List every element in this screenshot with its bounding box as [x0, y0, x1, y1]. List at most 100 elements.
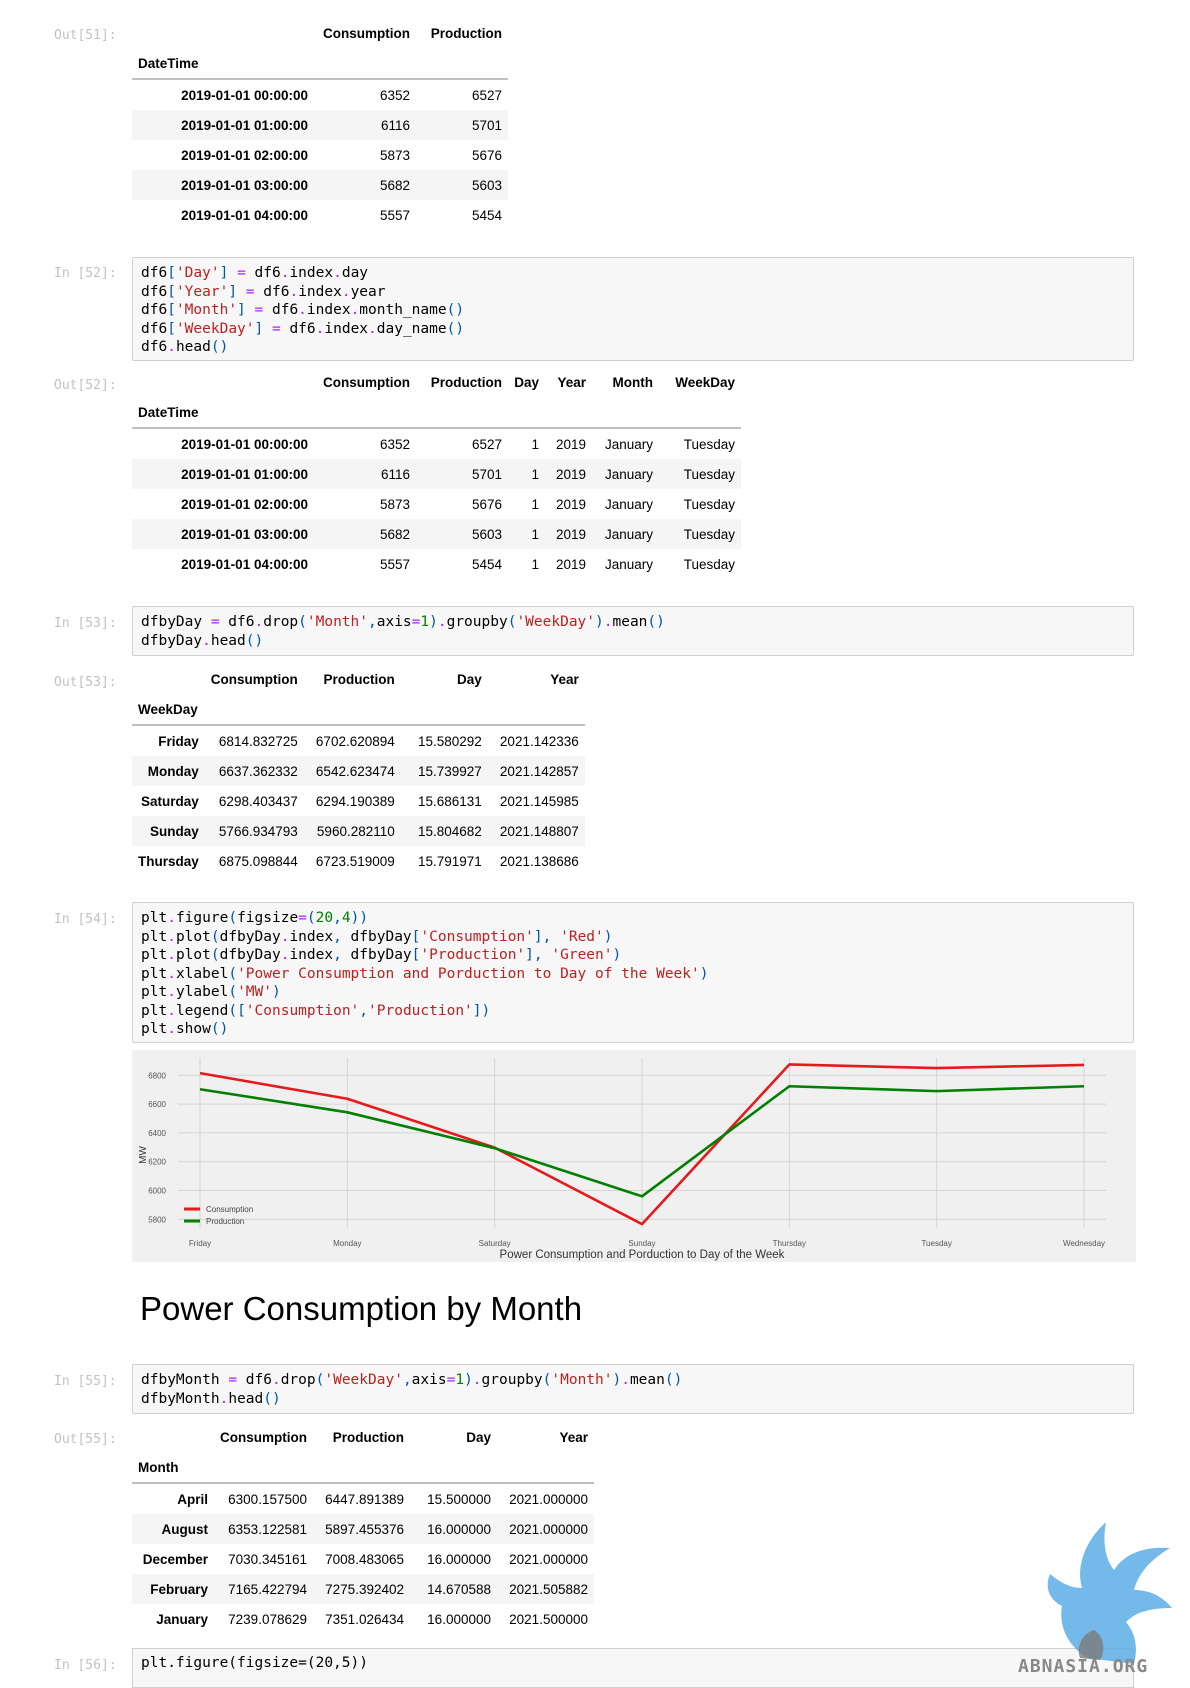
row-index: Thursday [132, 846, 205, 876]
input-prompt: In [54]: [54, 912, 130, 927]
row-index: 2019-01-01 00:00:00 [132, 428, 314, 459]
row-index: December [132, 1544, 214, 1574]
column-header: Production [313, 1422, 410, 1452]
x-tick-label: Wednesday [1063, 1239, 1105, 1248]
row-index: Sunday [132, 816, 205, 846]
output-prompt: Out[53]: [54, 675, 130, 690]
table-cell: 7275.392402 [313, 1574, 410, 1604]
table-cell: 5603 [416, 519, 508, 549]
table-cell: 15.804682 [401, 816, 488, 846]
table-cell: 16.000000 [410, 1544, 497, 1574]
row-index: August [132, 1514, 214, 1544]
column-header: Consumption [314, 18, 416, 48]
table-cell: 6294.190389 [304, 786, 401, 816]
y-tick-label: 6400 [148, 1129, 166, 1138]
table-cell: 2021.142857 [488, 756, 585, 786]
table-cell: Tuesday [659, 519, 741, 549]
output-prompt: Out[51]: [54, 28, 130, 43]
header-blank [132, 18, 314, 48]
y-tick-label: 6800 [148, 1071, 166, 1080]
table-cell: 5701 [416, 459, 508, 489]
table-cell: 1 [508, 489, 545, 519]
table-cell: 2021.142336 [488, 725, 585, 756]
header-blank [132, 664, 205, 694]
row-index: April [132, 1483, 214, 1514]
table-cell: January [592, 489, 659, 519]
table-cell: 7030.345161 [214, 1544, 313, 1574]
table-cell: Tuesday [659, 549, 741, 579]
x-tick-label: Sunday [628, 1239, 655, 1248]
table-cell: 7008.483065 [313, 1544, 410, 1574]
table-cell: 1 [508, 428, 545, 459]
table-cell: 6447.891389 [313, 1483, 410, 1514]
table-cell: 14.670588 [410, 1574, 497, 1604]
row-index: 2019-01-01 01:00:00 [132, 110, 314, 140]
row-index: 2019-01-01 04:00:00 [132, 549, 314, 579]
table-cell: 7165.422794 [214, 1574, 313, 1604]
row-index: January [132, 1604, 214, 1634]
code-line: dfbyMonth.head() [141, 1390, 1125, 1409]
table-cell: 15.686131 [401, 786, 488, 816]
row-index: Friday [132, 725, 205, 756]
code-cell-55[interactable]: dfbyMonth = df6.drop('WeekDay',axis=1).g… [132, 1364, 1134, 1414]
table-cell: 6298.403437 [205, 786, 304, 816]
table-cell: 6116 [314, 110, 416, 140]
table-cell: 5682 [314, 170, 416, 200]
column-header: Year [545, 367, 592, 397]
code-cell-56[interactable]: plt.figure(figsize=(20,5)) [132, 1648, 1134, 1688]
table-cell: 6353.122581 [214, 1514, 313, 1544]
header-blank [132, 367, 314, 397]
row-index: Monday [132, 756, 205, 786]
table-cell: 6352 [314, 79, 416, 110]
table-cell: 2021.500000 [497, 1604, 594, 1634]
code-line: df6.head() [141, 338, 1125, 357]
x-axis-label: Power Consumption and Porduction to Day … [500, 1249, 785, 1261]
table-cell: 2021.000000 [497, 1514, 594, 1544]
code-line: df6['Year'] = df6.index.year [141, 283, 1125, 302]
table-cell: Tuesday [659, 459, 741, 489]
column-header: WeekDay [659, 367, 741, 397]
header-blank [132, 1422, 214, 1452]
table-cell: 15.580292 [401, 725, 488, 756]
y-axis-label: MW [138, 1146, 149, 1164]
table-cell: 6542.623474 [304, 756, 401, 786]
x-tick-label: Friday [189, 1239, 211, 1248]
table-cell: 5454 [416, 200, 508, 230]
table-cell: 2021.138686 [488, 846, 585, 876]
code-line: dfbyMonth = df6.drop('WeekDay',axis=1).g… [141, 1371, 1125, 1390]
table-cell: 5676 [416, 140, 508, 170]
input-prompt: In [53]: [54, 616, 130, 631]
code-line: dfbyDay = df6.drop('Month',axis=1).group… [141, 613, 1125, 632]
table-cell: 6352 [314, 428, 416, 459]
table-cell: 1 [508, 549, 545, 579]
y-tick-label: 6000 [148, 1187, 166, 1196]
column-header: Consumption [205, 664, 304, 694]
table-cell: 6723.519009 [304, 846, 401, 876]
table-cell: 5873 [314, 489, 416, 519]
code-cell-53[interactable]: dfbyDay = df6.drop('Month',axis=1).group… [132, 606, 1134, 656]
output-prompt: Out[55]: [54, 1432, 130, 1447]
row-index: 2019-01-01 01:00:00 [132, 459, 314, 489]
input-prompt: In [52]: [54, 266, 130, 281]
code-line: plt.xlabel('Power Consumption and Porduc… [141, 965, 1125, 984]
table-cell: 15.791971 [401, 846, 488, 876]
table-cell: 1 [508, 519, 545, 549]
row-index: 2019-01-01 00:00:00 [132, 79, 314, 110]
code-cell-54[interactable]: plt.figure(figsize=(20,4))plt.plot(dfbyD… [132, 902, 1134, 1043]
table-cell: 6116 [314, 459, 416, 489]
x-tick-label: Thursday [773, 1239, 806, 1248]
table-cell: 1 [508, 459, 545, 489]
code-line: df6['Day'] = df6.index.day [141, 264, 1125, 283]
row-index: 2019-01-01 04:00:00 [132, 200, 314, 230]
